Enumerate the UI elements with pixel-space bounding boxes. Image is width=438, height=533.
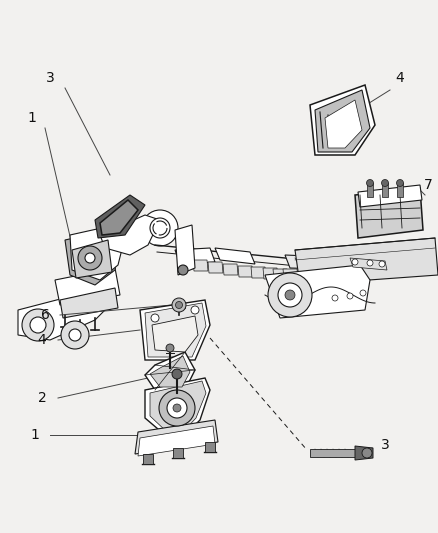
Polygon shape <box>173 448 183 458</box>
Polygon shape <box>397 183 403 197</box>
Polygon shape <box>150 356 190 387</box>
Text: 4: 4 <box>38 333 46 347</box>
Polygon shape <box>138 426 215 456</box>
Polygon shape <box>140 300 210 360</box>
Polygon shape <box>358 185 422 207</box>
Circle shape <box>85 253 95 263</box>
Text: 4: 4 <box>396 71 404 85</box>
Circle shape <box>178 265 188 275</box>
Polygon shape <box>310 85 375 155</box>
Circle shape <box>150 218 170 238</box>
Polygon shape <box>355 188 423 238</box>
Circle shape <box>278 283 302 307</box>
Circle shape <box>167 398 187 418</box>
Polygon shape <box>135 420 218 454</box>
Polygon shape <box>95 195 145 238</box>
Polygon shape <box>310 449 355 457</box>
Polygon shape <box>283 269 298 280</box>
Polygon shape <box>273 269 288 280</box>
Polygon shape <box>238 266 253 277</box>
Circle shape <box>381 180 389 187</box>
Polygon shape <box>205 442 215 452</box>
Polygon shape <box>100 200 138 235</box>
Polygon shape <box>175 248 215 264</box>
Circle shape <box>268 273 312 317</box>
Circle shape <box>347 293 353 299</box>
Polygon shape <box>350 258 387 270</box>
Polygon shape <box>193 260 208 271</box>
Polygon shape <box>55 268 120 305</box>
Polygon shape <box>215 248 255 264</box>
Circle shape <box>367 260 373 266</box>
Polygon shape <box>18 290 110 340</box>
Polygon shape <box>315 90 370 152</box>
Circle shape <box>30 317 46 333</box>
Polygon shape <box>60 288 118 318</box>
Text: 1: 1 <box>28 111 36 125</box>
Polygon shape <box>355 446 373 460</box>
Circle shape <box>360 290 366 296</box>
Polygon shape <box>173 302 185 308</box>
Polygon shape <box>265 265 370 318</box>
Text: 3: 3 <box>46 71 54 85</box>
Circle shape <box>285 290 295 300</box>
Text: 3: 3 <box>381 438 389 452</box>
Polygon shape <box>345 252 388 272</box>
Polygon shape <box>145 378 210 435</box>
Polygon shape <box>145 303 206 357</box>
Polygon shape <box>150 381 206 432</box>
Polygon shape <box>285 255 360 270</box>
Circle shape <box>173 404 181 412</box>
Polygon shape <box>223 264 238 275</box>
Circle shape <box>367 180 374 187</box>
Circle shape <box>172 298 186 312</box>
Polygon shape <box>72 240 112 278</box>
Circle shape <box>362 448 372 458</box>
Circle shape <box>352 259 358 265</box>
Polygon shape <box>325 100 362 148</box>
Circle shape <box>166 344 174 352</box>
Circle shape <box>78 246 102 270</box>
Text: 1: 1 <box>31 428 39 442</box>
Polygon shape <box>367 183 373 197</box>
Polygon shape <box>65 230 120 285</box>
Polygon shape <box>295 238 438 285</box>
Circle shape <box>172 369 182 379</box>
Polygon shape <box>143 454 153 464</box>
Polygon shape <box>145 352 195 390</box>
Circle shape <box>22 309 54 341</box>
Circle shape <box>379 261 385 267</box>
Circle shape <box>151 314 159 322</box>
Polygon shape <box>382 183 388 197</box>
Polygon shape <box>208 262 223 273</box>
Polygon shape <box>175 225 195 275</box>
Circle shape <box>176 302 183 309</box>
Circle shape <box>332 295 338 301</box>
Circle shape <box>396 180 403 187</box>
Circle shape <box>69 329 81 341</box>
Polygon shape <box>178 258 193 269</box>
Text: 2: 2 <box>38 391 46 405</box>
Circle shape <box>61 321 89 349</box>
Text: 6: 6 <box>41 308 49 322</box>
Polygon shape <box>152 316 198 352</box>
Text: 7: 7 <box>424 178 432 192</box>
Polygon shape <box>263 268 278 279</box>
Circle shape <box>142 210 178 246</box>
Circle shape <box>159 390 195 426</box>
Circle shape <box>191 306 199 314</box>
Polygon shape <box>251 267 266 278</box>
Polygon shape <box>100 215 160 255</box>
Polygon shape <box>70 225 125 280</box>
